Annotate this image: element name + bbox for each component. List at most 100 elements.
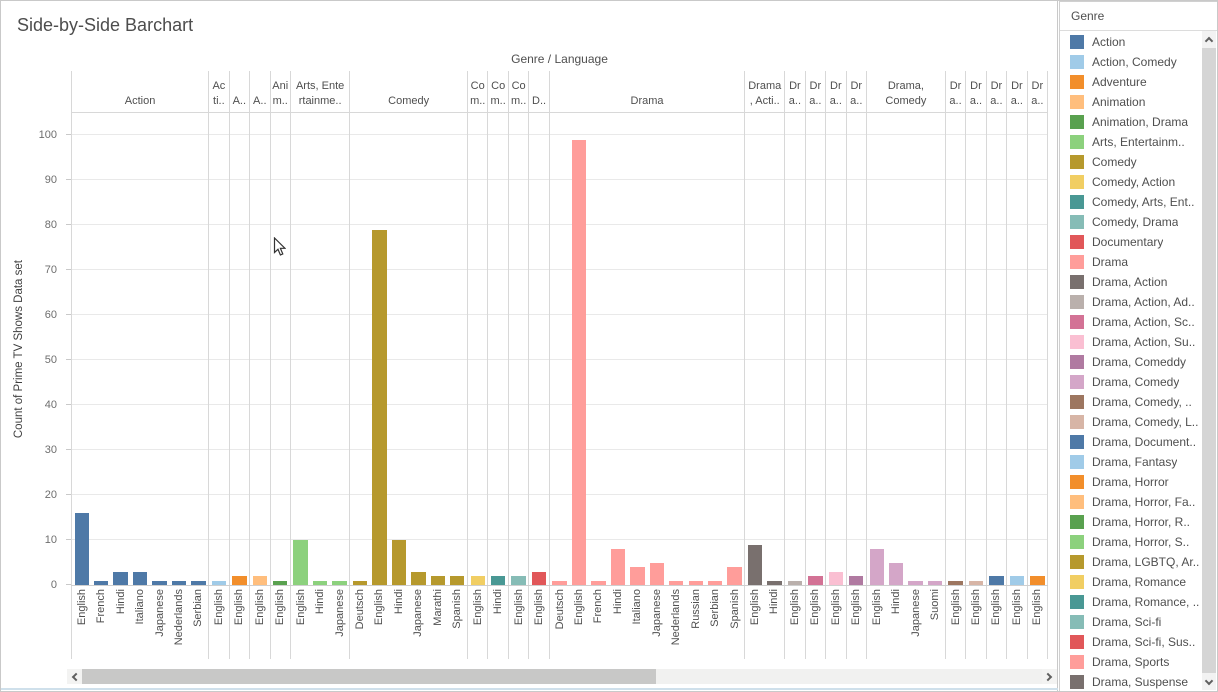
legend-item-drama-horror[interactable]: Drama, Horror xyxy=(1060,472,1200,492)
bar-drama-comedy-english[interactable] xyxy=(869,549,884,585)
legend-item-drama-action[interactable]: Drama, Action xyxy=(1060,272,1200,292)
bar-comedy-arts-ent-hindi[interactable] xyxy=(490,576,506,585)
bar-drama-russian[interactable] xyxy=(688,580,703,585)
bar-action-french[interactable] xyxy=(93,580,109,585)
legend-item-adventure[interactable]: Adventure xyxy=(1060,72,1200,92)
legend-item-drama-sci-fi[interactable]: Drama, Sci-fi xyxy=(1060,612,1200,632)
legend-item-comedy-arts-ent[interactable]: Comedy, Arts, Ent.. xyxy=(1060,192,1200,212)
legend-item-drama-sci-fi-sus[interactable]: Drama, Sci-fi, Sus.. xyxy=(1060,632,1200,652)
legend-item-drama-action-ad[interactable]: Drama, Action, Ad.. xyxy=(1060,292,1200,312)
bar-drama-spanish[interactable] xyxy=(727,567,742,585)
legend-item-drama-action-sc[interactable]: Drama, Action, Sc.. xyxy=(1060,312,1200,332)
bar-drama-fantasy-english[interactable] xyxy=(1009,576,1025,585)
bar-adventure-english[interactable] xyxy=(232,576,247,585)
legend-item-drama-lgbtq-ar[interactable]: Drama, LGBTQ, Ar.. xyxy=(1060,552,1200,572)
bar-action-italiano[interactable] xyxy=(132,571,148,585)
legend-scrollbar-thumb[interactable] xyxy=(1202,48,1216,673)
bar-arts-entertainm-japanese[interactable] xyxy=(332,580,347,585)
scroll-right-button[interactable] xyxy=(1042,669,1057,684)
legend-scroll-down-button[interactable] xyxy=(1202,674,1216,690)
bar-action-english[interactable] xyxy=(74,513,89,585)
legend-item-arts-entertainm[interactable]: Arts, Entertainm.. xyxy=(1060,132,1200,152)
bar-slot xyxy=(867,113,886,585)
legend-item-drama-sports[interactable]: Drama, Sports xyxy=(1060,652,1200,672)
x-axis-label-spanish: Spanish xyxy=(448,589,467,659)
bar-drama-comedy-l-english[interactable] xyxy=(968,580,984,585)
legend-item-drama-comedy[interactable]: Drama, Comedy, .. xyxy=(1060,392,1200,412)
bar-documentary-english[interactable] xyxy=(531,571,547,585)
bar-action-japanese[interactable] xyxy=(152,580,167,585)
x-axis-label-english: English xyxy=(569,589,588,659)
bar-drama-comedy-suomi[interactable] xyxy=(927,580,943,585)
bar-drama-nederlands[interactable] xyxy=(669,580,684,585)
bar-drama-action-ad-english[interactable] xyxy=(787,580,803,585)
bar-comedy-action-english[interactable] xyxy=(470,576,485,585)
legend-scroll-up-button[interactable] xyxy=(1202,31,1216,47)
legend-item-drama-action-su[interactable]: Drama, Action, Su.. xyxy=(1060,332,1200,352)
horizontal-scrollbar-thumb[interactable] xyxy=(82,669,656,684)
bar-drama-action-sc-english[interactable] xyxy=(808,576,823,585)
legend-item-drama-comeddy[interactable]: Drama, Comeddy xyxy=(1060,352,1200,372)
legend-item-documentary[interactable]: Documentary xyxy=(1060,232,1200,252)
bar-drama-action-english[interactable] xyxy=(747,544,763,585)
bar-comedy-drama-english[interactable] xyxy=(511,576,526,585)
bar-drama-horror-english[interactable] xyxy=(1030,576,1045,585)
bar-action-hindi[interactable] xyxy=(113,571,128,585)
bar-action-comedy-english[interactable] xyxy=(211,580,227,585)
bar-animation-drama-english[interactable] xyxy=(273,580,288,585)
genre-group-comedy-drama: Co m.. English xyxy=(508,71,530,659)
bar-drama-comedy-hindi[interactable] xyxy=(888,562,904,585)
legend-item-action[interactable]: Action xyxy=(1060,32,1200,52)
bar-drama-hindi[interactable] xyxy=(610,549,626,585)
bar-comedy-japanese[interactable] xyxy=(411,571,426,585)
legend-item-drama-romance[interactable]: Drama, Romance, .. xyxy=(1060,592,1200,612)
legend-item-drama-horror-s[interactable]: Drama, Horror, S.. xyxy=(1060,532,1200,552)
legend-scrollbar[interactable] xyxy=(1202,31,1216,690)
bar-comedy-spanish[interactable] xyxy=(450,576,465,585)
bar-drama-comedy-japanese[interactable] xyxy=(908,580,923,585)
bar-action-serbian[interactable] xyxy=(191,580,206,585)
legend-item-drama-fantasy[interactable]: Drama, Fantasy xyxy=(1060,452,1200,472)
bar-animation-english[interactable] xyxy=(252,576,267,585)
bar-drama-deutsch[interactable] xyxy=(552,580,567,585)
x-axis-label-text: Hindi xyxy=(611,589,624,615)
bar-comedy-english[interactable] xyxy=(372,229,387,585)
legend-item-drama-comedy[interactable]: Drama, Comedy xyxy=(1060,372,1200,392)
group-bars xyxy=(488,113,507,585)
legend-item-drama-document[interactable]: Drama, Document.. xyxy=(1060,432,1200,452)
bar-comedy-deutsch[interactable] xyxy=(352,580,368,585)
legend-item-drama-horror-r[interactable]: Drama, Horror, R.. xyxy=(1060,512,1200,532)
bar-arts-entertainm-hindi[interactable] xyxy=(312,580,328,585)
bar-arts-entertainm-english[interactable] xyxy=(293,540,308,585)
bar-drama-action-su-english[interactable] xyxy=(828,571,843,585)
scroll-left-button[interactable] xyxy=(67,669,82,684)
legend-item-comedy[interactable]: Comedy xyxy=(1060,152,1200,172)
bar-drama-english[interactable] xyxy=(571,139,587,585)
legend-item-animation-drama[interactable]: Animation, Drama xyxy=(1060,112,1200,132)
bar-comedy-marathi[interactable] xyxy=(430,576,446,585)
bar-drama-comeddy-english[interactable] xyxy=(849,576,864,585)
bar-drama-document-english[interactable] xyxy=(989,576,1004,585)
bar-drama-serbian[interactable] xyxy=(707,580,723,585)
horizontal-scrollbar-track[interactable] xyxy=(82,669,1042,684)
bar-drama-french[interactable] xyxy=(591,580,606,585)
bar-drama-japanese[interactable] xyxy=(649,562,664,585)
bar-drama-italiano[interactable] xyxy=(630,567,645,585)
legend-item-action-comedy[interactable]: Action, Comedy xyxy=(1060,52,1200,72)
legend-item-drama-comedy-l[interactable]: Drama, Comedy, L.. xyxy=(1060,412,1200,432)
x-axis-label-hindi: Hindi xyxy=(608,589,627,659)
bar-drama-action-hindi[interactable] xyxy=(767,580,782,585)
bar-comedy-hindi[interactable] xyxy=(391,540,407,585)
horizontal-scrollbar[interactable] xyxy=(67,669,1057,684)
bar-action-nederlands[interactable] xyxy=(171,580,187,585)
bar-drama-comedy-english[interactable] xyxy=(948,580,963,585)
legend-item-drama-horror-fa[interactable]: Drama, Horror, Fa.. xyxy=(1060,492,1200,512)
legend-item-drama[interactable]: Drama xyxy=(1060,252,1200,272)
legend-item-animation[interactable]: Animation xyxy=(1060,92,1200,112)
group-labels: English xyxy=(271,585,290,659)
legend-item-label: Drama, Suspense xyxy=(1092,675,1189,689)
legend-item-comedy-drama[interactable]: Comedy, Drama xyxy=(1060,212,1200,232)
legend-item-comedy-action[interactable]: Comedy, Action xyxy=(1060,172,1200,192)
legend-item-drama-suspense[interactable]: Drama, Suspense xyxy=(1060,672,1200,691)
legend-item-drama-romance[interactable]: Drama, Romance xyxy=(1060,572,1200,592)
